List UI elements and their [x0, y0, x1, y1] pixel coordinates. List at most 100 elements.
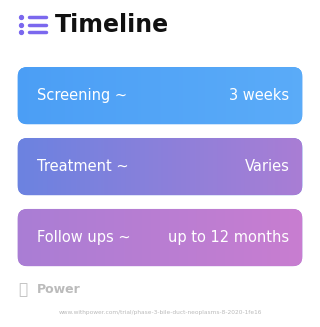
Bar — [110, 67, 111, 124]
Bar — [191, 138, 192, 195]
Bar — [188, 138, 189, 195]
Bar — [244, 209, 245, 266]
Bar — [55, 209, 56, 266]
Bar — [235, 67, 236, 124]
Bar — [300, 209, 301, 266]
Bar — [296, 67, 297, 124]
Bar — [129, 67, 130, 124]
Bar — [60, 138, 61, 195]
Bar — [127, 67, 128, 124]
Bar — [71, 209, 72, 266]
Bar — [112, 67, 113, 124]
Bar — [198, 209, 199, 266]
Bar — [124, 209, 125, 266]
Bar — [118, 67, 119, 124]
Bar — [19, 67, 20, 124]
Bar — [272, 138, 273, 195]
Bar — [118, 138, 119, 195]
Bar — [179, 209, 180, 266]
Bar — [50, 209, 51, 266]
Bar — [162, 138, 163, 195]
Bar — [180, 67, 181, 124]
Bar — [269, 209, 270, 266]
Bar — [72, 209, 73, 266]
Bar — [138, 209, 139, 266]
Bar — [45, 67, 46, 124]
Bar — [88, 138, 89, 195]
Bar — [33, 209, 34, 266]
Bar — [169, 138, 170, 195]
Bar — [150, 67, 151, 124]
Bar — [214, 138, 215, 195]
Bar — [181, 138, 182, 195]
Bar — [197, 209, 198, 266]
Bar — [84, 138, 85, 195]
Bar — [150, 138, 151, 195]
Bar — [208, 138, 209, 195]
Bar — [261, 138, 262, 195]
Text: ⯁: ⯁ — [18, 282, 27, 297]
Bar — [134, 67, 135, 124]
Bar — [139, 67, 140, 124]
Bar — [71, 138, 72, 195]
Bar — [186, 138, 187, 195]
Bar — [273, 67, 274, 124]
Bar — [142, 209, 143, 266]
Bar — [189, 209, 190, 266]
Bar — [136, 138, 137, 195]
Bar — [53, 67, 54, 124]
Bar — [217, 138, 218, 195]
Text: Timeline: Timeline — [54, 12, 169, 37]
Bar — [123, 138, 124, 195]
Bar — [113, 138, 114, 195]
Bar — [167, 209, 168, 266]
Bar — [257, 209, 258, 266]
Bar — [174, 138, 175, 195]
Bar — [147, 138, 148, 195]
Bar — [157, 209, 158, 266]
Bar — [67, 209, 68, 266]
Bar — [160, 209, 161, 266]
Bar — [61, 138, 62, 195]
Bar — [243, 138, 244, 195]
Bar — [86, 138, 87, 195]
Bar — [31, 138, 32, 195]
Bar — [238, 138, 239, 195]
Bar — [166, 138, 167, 195]
Bar — [261, 67, 262, 124]
Bar — [166, 209, 167, 266]
Bar — [162, 209, 163, 266]
Bar — [109, 138, 110, 195]
Bar — [69, 209, 70, 266]
Bar — [278, 209, 279, 266]
Bar — [40, 67, 41, 124]
Bar — [43, 67, 44, 124]
Bar — [159, 138, 160, 195]
Bar — [206, 138, 207, 195]
Bar — [123, 209, 124, 266]
Bar — [136, 67, 137, 124]
Bar — [213, 209, 214, 266]
Bar — [25, 67, 26, 124]
Bar — [268, 138, 269, 195]
Bar — [199, 209, 200, 266]
Bar — [56, 138, 57, 195]
Bar — [268, 209, 269, 266]
Bar — [251, 209, 252, 266]
Bar — [168, 67, 169, 124]
Bar — [88, 67, 89, 124]
Bar — [153, 209, 154, 266]
Bar — [70, 138, 71, 195]
Text: Power: Power — [37, 283, 81, 296]
Bar — [91, 138, 92, 195]
Bar — [255, 209, 256, 266]
Bar — [140, 138, 141, 195]
Bar — [217, 67, 218, 124]
Bar — [109, 67, 110, 124]
Bar — [61, 209, 62, 266]
Bar — [33, 67, 34, 124]
Bar — [240, 209, 241, 266]
Bar — [226, 67, 227, 124]
Bar — [75, 67, 76, 124]
Bar — [77, 138, 78, 195]
